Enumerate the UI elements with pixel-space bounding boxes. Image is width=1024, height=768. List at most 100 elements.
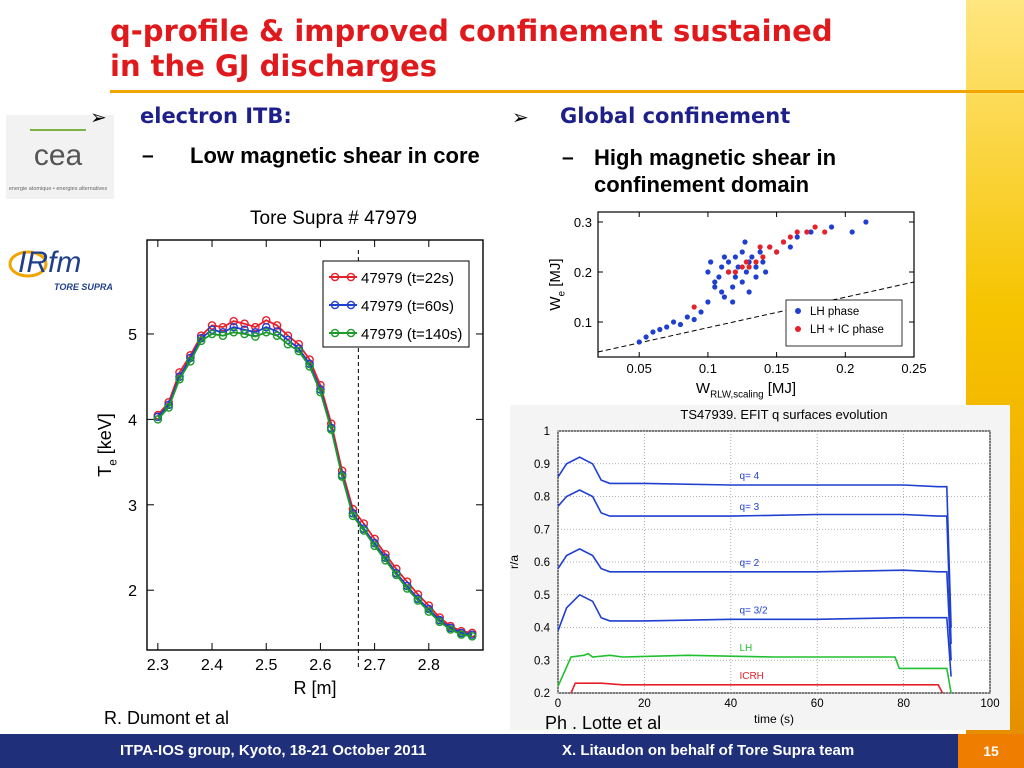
scatter-legend-label: LH + IC phase bbox=[810, 324, 884, 336]
irfm-logo: IRfm TORE SUPRA bbox=[8, 246, 113, 292]
q-x-tick-label: 80 bbox=[897, 698, 910, 710]
te-profile-chart: 2.3 2.4 2.5 2.6 2.7 2.8 2 3 4 5 R [m] Te [keV] 47979… bbox=[95, 239, 484, 698]
te-x-tick-label: 2.8 bbox=[418, 657, 440, 674]
q-series-line bbox=[570, 682, 944, 694]
te-series-point bbox=[413, 596, 423, 605]
te-series-point bbox=[186, 356, 195, 366]
te-series-point bbox=[251, 332, 260, 341]
scatter-reference-line bbox=[597, 281, 915, 353]
q-series-label: q= 4 bbox=[739, 471, 759, 482]
te-series-point bbox=[424, 607, 434, 616]
scatter-point bbox=[705, 299, 711, 305]
scatter-point bbox=[732, 274, 738, 280]
scatter-point bbox=[705, 269, 711, 275]
te-series-point bbox=[153, 412, 163, 422]
te-series-point bbox=[153, 415, 163, 424]
q-y-tick-label: 0.9 bbox=[534, 459, 550, 471]
te-legend-label: 47979 (t=140s) bbox=[361, 326, 462, 343]
right-bullet-glyph: ➢ bbox=[512, 105, 529, 129]
te-y-tick-label: 3 bbox=[128, 498, 137, 515]
scatter-point bbox=[730, 284, 736, 290]
q-y-tick-label: 0.6 bbox=[534, 557, 550, 569]
te-x-tick-label: 2.5 bbox=[255, 657, 277, 674]
te-series-point bbox=[370, 541, 379, 551]
slide-title-line-2: in the GJ discharges bbox=[110, 49, 438, 83]
te-series-point bbox=[381, 556, 390, 565]
scatter-point bbox=[721, 294, 727, 300]
scatter-point bbox=[757, 249, 763, 255]
scatter-legend-box bbox=[785, 299, 903, 347]
title-underline bbox=[110, 90, 1024, 93]
te-x-tick-label: 2.6 bbox=[309, 657, 331, 674]
te-legend-swatch-dot bbox=[346, 328, 356, 338]
cea-logo-text: cea bbox=[34, 139, 83, 172]
left-subpoint: Low magnetic shear in core bbox=[190, 143, 480, 168]
scatter-point bbox=[760, 254, 766, 260]
te-series-point bbox=[446, 625, 455, 634]
q-chart-title: TS47939. EFIT q surfaces evolution bbox=[680, 407, 887, 422]
q-series-line bbox=[557, 456, 952, 628]
scatter-point bbox=[643, 334, 649, 340]
scatter-point bbox=[749, 254, 755, 260]
te-series-point bbox=[326, 425, 336, 434]
q-series-label: LH bbox=[739, 643, 752, 654]
q-y-tick-label: 0.8 bbox=[534, 492, 550, 504]
right-subpoint: High magnetic shear in confinement domai… bbox=[594, 145, 837, 197]
scatter-point bbox=[794, 229, 800, 235]
te-legend-label: 47979 (t=22s) bbox=[361, 270, 454, 287]
scatter-point bbox=[753, 264, 759, 270]
scatter-x-axis-label: WRLW,scaling [MJ] bbox=[696, 380, 796, 400]
q-x-axis-label: time (s) bbox=[754, 712, 794, 726]
left-heading: electron ITB: bbox=[140, 104, 292, 128]
te-x-axis-label: R [m] bbox=[294, 678, 337, 698]
scatter-point bbox=[753, 274, 759, 280]
page-number: 15 bbox=[958, 734, 1024, 768]
scatter-point bbox=[719, 289, 725, 295]
scatter-point bbox=[636, 339, 642, 345]
te-series-point bbox=[402, 584, 412, 593]
slide-title-line-1: q-profile & improved confinement sustain… bbox=[110, 14, 833, 48]
irfm-logo-subtext: TORE SUPRA bbox=[54, 282, 113, 292]
scatter-point bbox=[677, 321, 684, 328]
q-series-line bbox=[557, 548, 952, 661]
te-series-point bbox=[272, 321, 282, 330]
te-series-point bbox=[207, 329, 217, 339]
te-series-point bbox=[196, 336, 206, 346]
q-series-label: q= 3/2 bbox=[739, 605, 768, 616]
te-x-tick-label: 2.4 bbox=[201, 657, 223, 674]
q-y-tick-label: 0.2 bbox=[534, 688, 550, 700]
scatter-point bbox=[739, 249, 745, 255]
scatter-point bbox=[849, 229, 855, 235]
te-series-point bbox=[435, 617, 444, 627]
q-y-axis-label: r/a bbox=[510, 555, 521, 569]
scatter-point bbox=[664, 324, 670, 330]
te-series-point bbox=[391, 570, 401, 580]
scatter-point bbox=[757, 244, 763, 250]
te-series-point bbox=[305, 362, 314, 371]
q-series-line bbox=[557, 652, 952, 694]
scatter-legend-label: LH phase bbox=[810, 306, 859, 318]
te-series-point bbox=[457, 630, 466, 639]
q-x-tick-label: 20 bbox=[638, 698, 651, 710]
scatter-point bbox=[753, 259, 759, 265]
te-series-point bbox=[294, 346, 304, 356]
te-y-axis-label: Te [keV] bbox=[95, 413, 119, 477]
te-y-tick-label: 4 bbox=[128, 412, 137, 429]
left-plot-caption: Tore Supra # 47979 bbox=[250, 208, 417, 229]
scatter-point bbox=[774, 249, 780, 255]
footer-bar bbox=[0, 734, 1024, 768]
scatter-point bbox=[657, 326, 663, 333]
scatter-point bbox=[863, 219, 869, 225]
te-series-point bbox=[164, 403, 173, 412]
te-legend-swatch-dot bbox=[330, 272, 340, 282]
scatter-point bbox=[763, 269, 769, 275]
te-legend-swatch-dot bbox=[346, 272, 356, 282]
te-y-tick-label: 5 bbox=[128, 327, 137, 344]
scatter-point bbox=[743, 269, 749, 275]
te-legend-swatch-dot bbox=[330, 300, 340, 310]
confinement-scatter-chart: 0.05 0.1 0.15 0.2 0.25 0.1 0.2 0.3 WRLW,scaling … bbox=[547, 211, 927, 400]
q-x-tick-label: 40 bbox=[724, 698, 737, 710]
scatter-point bbox=[725, 269, 732, 275]
scatter-point bbox=[721, 254, 727, 260]
q-series-line bbox=[557, 489, 952, 644]
